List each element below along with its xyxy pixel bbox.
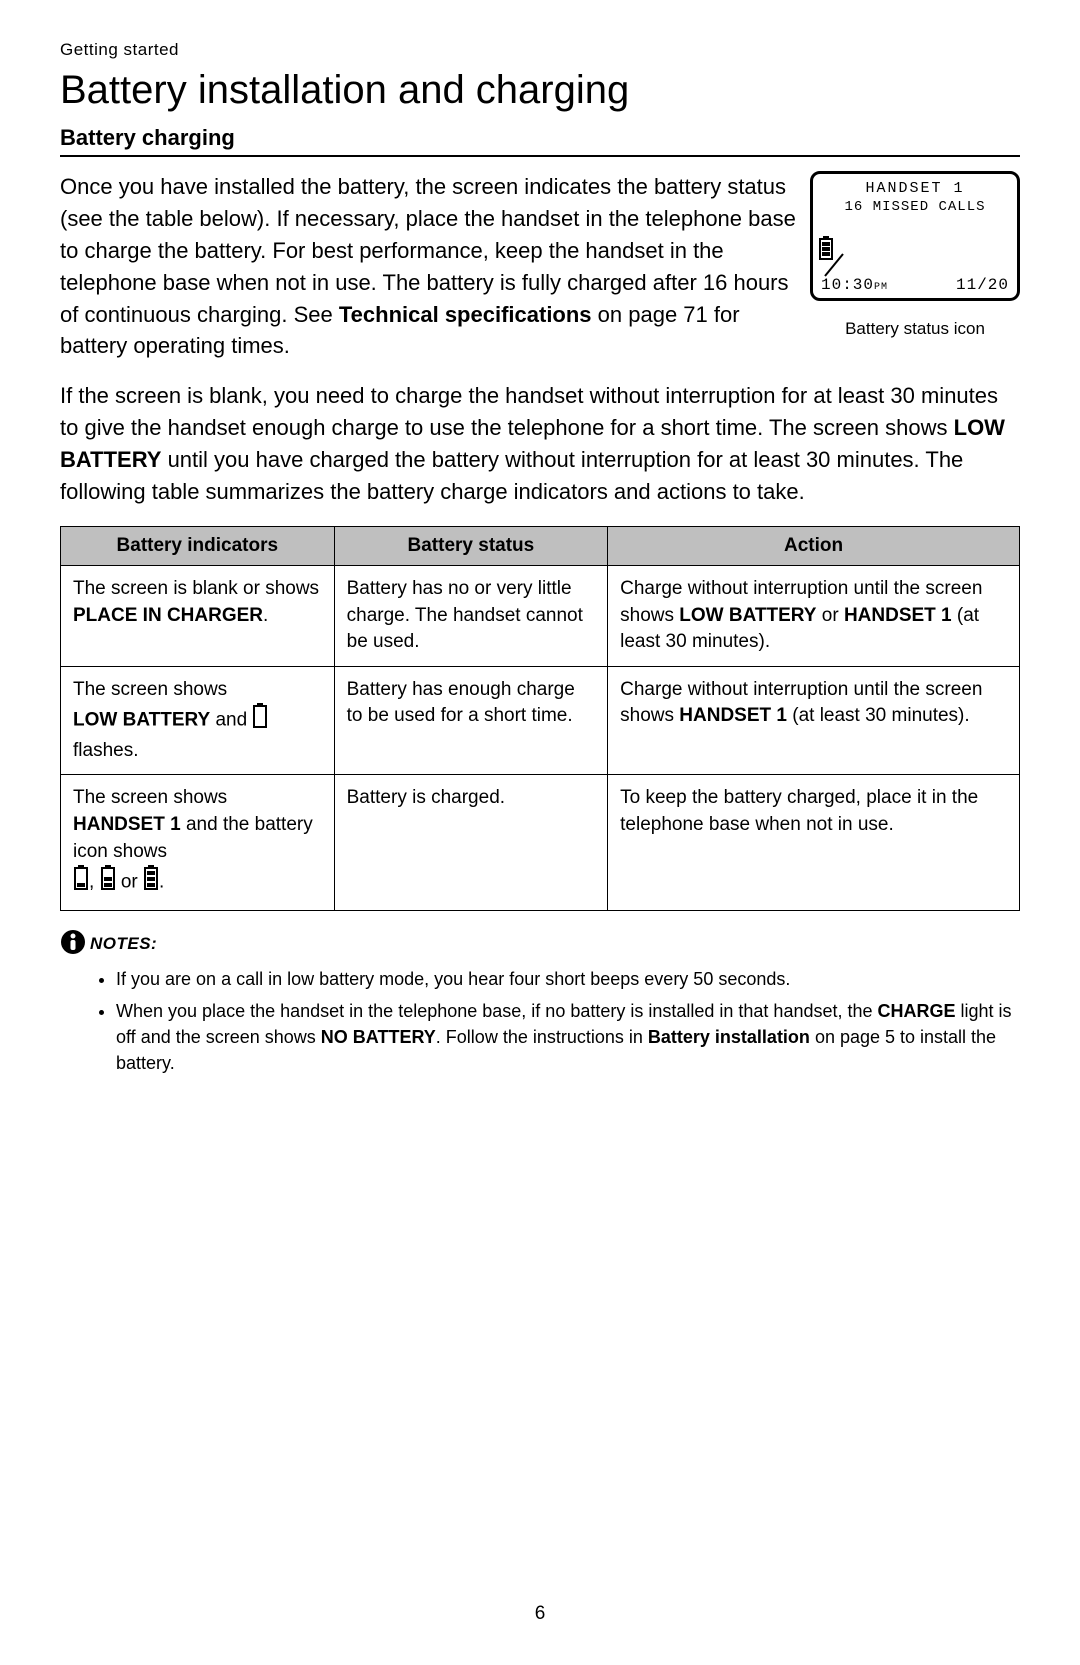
- notes-header: NOTES:: [60, 929, 1020, 960]
- note-item-2: When you place the handset in the teleph…: [116, 998, 1020, 1076]
- notes-label: NOTES:: [90, 934, 157, 954]
- handset-screen-illustration: HANDSET 1 16 MISSED CALLS 10:30PM: [810, 171, 1020, 301]
- screen-bottom-row: 10:30PM 11/20: [821, 276, 1009, 294]
- para2-post: until you have charged the battery witho…: [60, 447, 963, 504]
- second-paragraph: If the screen is blank, you need to char…: [60, 380, 1020, 508]
- cell-indicator-1: The screen is blank or shows PLACE IN CH…: [61, 565, 335, 666]
- battery-two-bar-icon: [100, 865, 116, 900]
- screen-line-missed-calls: 16 MISSED CALLS: [821, 199, 1009, 215]
- screen-line-handset: HANDSET 1: [821, 180, 1009, 197]
- section-subheading: Battery charging: [60, 125, 1020, 157]
- battery-one-bar-icon: [73, 865, 89, 900]
- cell-status-3: Battery is charged.: [334, 775, 608, 910]
- screen-caption: Battery status icon: [810, 319, 1020, 339]
- para2-pre: If the screen is blank, you need to char…: [60, 383, 998, 440]
- notes-list: If you are on a call in low battery mode…: [60, 966, 1020, 1076]
- page-title: Battery installation and charging: [60, 68, 1020, 113]
- table-header-row: Battery indicators Battery status Action: [61, 526, 1020, 565]
- screen-illustration-wrap: HANDSET 1 16 MISSED CALLS 10:30PM: [810, 171, 1020, 362]
- page: Getting started Battery installation and…: [0, 0, 1080, 1665]
- note-item-1: If you are on a call in low battery mode…: [116, 966, 1020, 992]
- cell-action-3: To keep the battery charged, place it in…: [608, 775, 1020, 910]
- intro-section: Once you have installed the battery, the…: [60, 171, 1020, 362]
- cell-status-1: Battery has no or very little charge. Th…: [334, 565, 608, 666]
- table-row: The screen is blank or shows PLACE IN CH…: [61, 565, 1020, 666]
- cell-indicator-2: The screen shows LOW BATTERY and flashes…: [61, 666, 335, 775]
- col-header-action: Action: [608, 526, 1020, 565]
- col-header-indicators: Battery indicators: [61, 526, 335, 565]
- battery-empty-icon: [252, 703, 268, 738]
- table-row: The screen shows HANDSET 1 and the batte…: [61, 775, 1020, 910]
- cell-action-1: Charge without interruption until the sc…: [608, 565, 1020, 666]
- battery-indicators-table: Battery indicators Battery status Action…: [60, 526, 1020, 911]
- table-row: The screen shows LOW BATTERY and flashes…: [61, 666, 1020, 775]
- col-header-status: Battery status: [334, 526, 608, 565]
- cell-status-2: Battery has enough charge to be used for…: [334, 666, 608, 775]
- breadcrumb: Getting started: [60, 40, 1020, 60]
- cell-indicator-3: The screen shows HANDSET 1 and the batte…: [61, 775, 335, 910]
- intro-text-bold: Technical specifications: [339, 302, 592, 327]
- page-number: 6: [0, 1603, 1080, 1625]
- screen-time: 10:30PM: [821, 276, 888, 294]
- screen-date: 11/20: [956, 276, 1009, 294]
- cell-action-2: Charge without interruption until the sc…: [608, 666, 1020, 775]
- info-icon: [60, 929, 86, 960]
- battery-full-icon: [143, 865, 159, 900]
- intro-paragraph: Once you have installed the battery, the…: [60, 171, 798, 362]
